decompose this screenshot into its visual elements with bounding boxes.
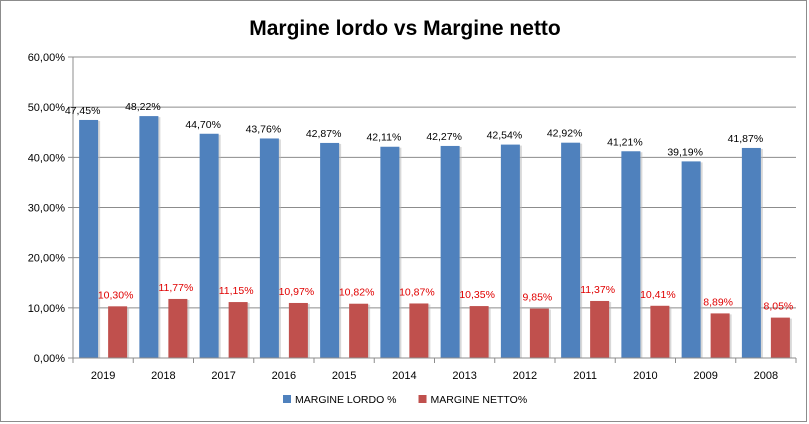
bar-margine-lordo [199, 133, 219, 358]
bar-margine-netto [288, 302, 308, 358]
data-label: 8,89% [703, 296, 733, 308]
y-tick-label: 40,00% [28, 152, 66, 164]
data-label: 10,87% [399, 286, 435, 298]
legend-swatch [418, 395, 427, 403]
gridlines [73, 56, 796, 309]
data-label: 48,22% [125, 101, 161, 113]
data-label: 10,97% [279, 286, 315, 298]
data-label: 41,21% [607, 136, 643, 148]
bar-margine-lordo [320, 142, 340, 358]
bar-margine-lordo [380, 146, 400, 358]
legend-label: MARGINE NETTO% [431, 394, 528, 406]
data-label: 9,85% [522, 292, 552, 304]
data-label: 42,11% [366, 132, 401, 144]
bar-margine-lordo [681, 161, 701, 358]
bar-margine-netto [770, 317, 790, 358]
data-label: 42,54% [487, 130, 523, 142]
data-label: 10,35% [459, 289, 495, 301]
chart-title: Margine lordo vs Margine netto [249, 17, 561, 40]
legend-swatch [283, 395, 291, 403]
y-tick-label: 20,00% [28, 253, 66, 265]
x-tick-label: 2019 [91, 370, 115, 382]
data-label: 8,05% [763, 301, 793, 313]
y-tick-label: 0,00% [34, 353, 65, 365]
bar-margine-lordo [500, 144, 520, 358]
legend: MARGINE LORDO % MARGINE NETTO% [283, 394, 527, 406]
data-label: 11,37% [580, 284, 615, 296]
bar-margine-lordo [259, 138, 279, 358]
x-tick-label: 2015 [332, 370, 356, 382]
bar-margine-lordo [139, 116, 159, 358]
data-label: 42,27% [426, 131, 462, 143]
y-tick-label: 10,00% [28, 303, 66, 315]
bar-margine-netto [409, 303, 429, 358]
data-label: 41,87% [728, 133, 764, 145]
x-tick-label: 2018 [151, 370, 175, 382]
x-tick-label: 2012 [513, 370, 537, 382]
x-tick-label: 2011 [573, 370, 597, 382]
bar-margine-netto [710, 313, 730, 358]
x-axis: 2019 2018 2017 2016 2015 2014 2013 2012 2011 2010… [72, 357, 797, 382]
data-label: 44,70% [185, 119, 221, 131]
bar-margine-netto [349, 303, 369, 358]
bar-margine-lordo [741, 147, 761, 358]
data-label: 10,41% [640, 289, 676, 301]
data-label: 42,92% [547, 128, 583, 140]
bars [79, 116, 792, 358]
x-tick-label: 2016 [272, 370, 296, 382]
bar-margine-netto [228, 302, 248, 358]
bar-margine-netto [168, 298, 188, 358]
y-tick-label: 60,00% [28, 52, 66, 64]
data-label: 11,15% [219, 285, 254, 297]
x-tick-label: 2008 [754, 370, 778, 382]
data-label: 42,87% [306, 128, 342, 140]
bar-margine-netto [108, 306, 128, 358]
bar-margine-netto [590, 300, 610, 358]
x-tick-label: 2017 [211, 370, 235, 382]
bar-margine-netto [650, 305, 670, 358]
data-labels: 47,45% 10,30% 48,22% 11,77% 44,70% 11,15% 43,7… [65, 101, 793, 313]
bar-margine-lordo [79, 119, 99, 358]
bar-margine-netto [529, 308, 549, 358]
x-tick-label: 2013 [452, 370, 476, 382]
y-axis: 0,00% 10,00% 20,00% 30,00% 40,00% 50,00% 60,00… [28, 52, 74, 365]
data-label: 39,19% [667, 146, 703, 158]
data-label: 10,82% [339, 287, 375, 299]
y-tick-label: 50,00% [28, 102, 66, 114]
data-label: 47,45% [65, 105, 101, 117]
bar-margine-lordo [440, 145, 460, 358]
legend-label: MARGINE LORDO % [295, 394, 397, 406]
y-tick-label: 30,00% [28, 203, 66, 215]
x-tick-label: 2010 [633, 370, 657, 382]
x-tick-label: 2009 [693, 370, 717, 382]
data-label: 43,76% [246, 123, 282, 135]
bar-margine-lordo [621, 151, 641, 358]
x-tick-label: 2014 [392, 370, 416, 382]
bar-margine-netto [469, 306, 489, 358]
data-label: 11,77% [158, 282, 193, 294]
bar-margine-lordo [561, 142, 581, 358]
data-label: 10,30% [98, 289, 134, 301]
